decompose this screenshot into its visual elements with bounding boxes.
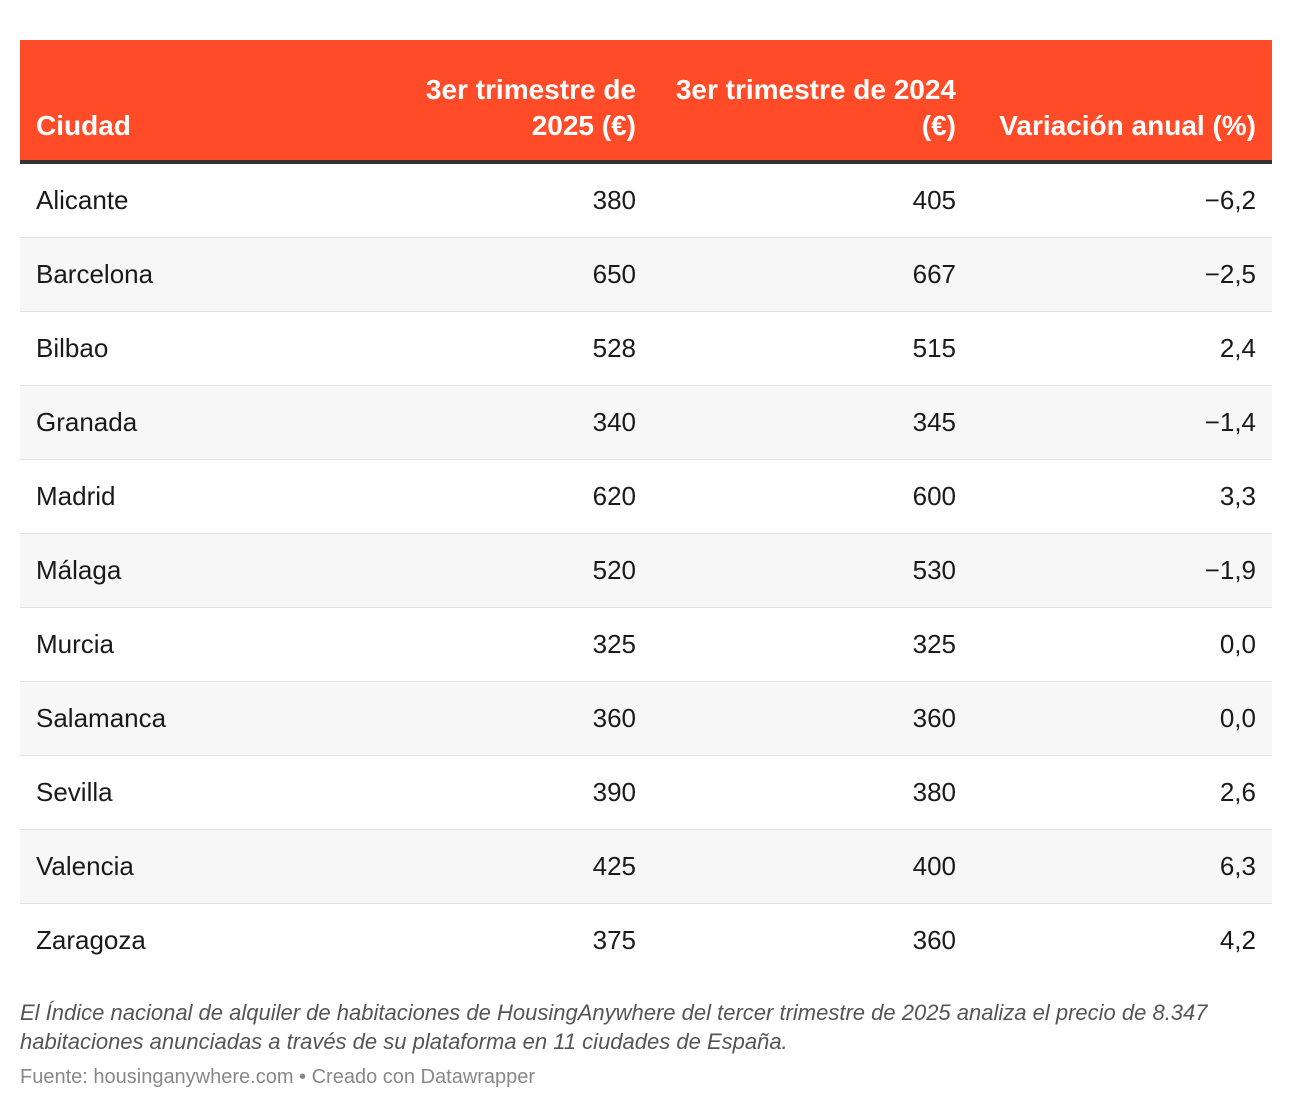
value-cell: 360 [912,925,956,955]
value-cell: 2,4 [972,311,1272,386]
value-cell: 375 [592,925,636,955]
value-cell: −1,4 [972,385,1272,460]
source-credit: Fuente: housinganywhere.com • Creado con… [20,1066,536,1088]
table-row: Salamanca 360 360 0,0 [20,681,1272,756]
data-table: Ciudad 3er trimestre de 2025 (€) 3er tri… [20,40,1272,977]
city-cell: Madrid [20,459,350,534]
value-cell: 425 [350,829,652,904]
value-cell: 380 [652,755,972,830]
value-cell: 2,6 [972,755,1272,830]
column-header[interactable]: Ciudad [20,40,350,164]
value-cell: 390 [350,755,652,830]
table-row: Bilbao 528 515 2,4 [20,311,1272,386]
value-cell: 620 [350,459,652,534]
value-cell: −6,2 [972,162,1272,238]
table-row: Alicante 380 405 −6,2 [20,162,1272,238]
column-header[interactable]: Variación anual (%) [972,40,1272,164]
value-cell: 0,0 [972,607,1272,682]
value-cell: 4,2 [1219,925,1256,955]
value-cell: 650 [350,237,652,312]
city-cell: Zaragoza [36,925,146,955]
value-cell: 405 [652,162,972,238]
table-row: Madrid 620 600 3,3 [20,459,1272,534]
column-header[interactable]: 3er trimestre de 2025 (€) [350,40,652,164]
table-row: Málaga 520 530 −1,9 [20,533,1272,608]
city-cell: Murcia [20,607,350,682]
value-cell: 380 [350,162,652,238]
value-cell: −1,9 [972,533,1272,608]
value-cell: 0,0 [972,681,1272,756]
city-cell: Alicante [20,162,350,238]
table-header-row: Ciudad 3er trimestre de 2025 (€) 3er tri… [20,40,1272,164]
table-notes: El Índice nacional de alquiler de habita… [20,1000,1208,1054]
value-cell: 6,3 [972,829,1272,904]
value-cell: 667 [652,237,972,312]
value-cell: 345 [652,385,972,460]
value-cell: 400 [652,829,972,904]
value-cell: 520 [350,533,652,608]
city-cell: Barcelona [20,237,350,312]
city-cell: Málaga [20,533,350,608]
value-cell: −2,5 [972,237,1272,312]
value-cell: 325 [652,607,972,682]
city-cell: Granada [20,385,350,460]
table-container: Ciudad 3er trimestre de 2025 (€) 3er tri… [20,40,1272,977]
value-cell: 530 [652,533,972,608]
table-row: Sevilla 390 380 2,6 [20,755,1272,830]
table-row: Valencia 425 400 6,3 [20,829,1272,904]
city-cell: Salamanca [20,681,350,756]
value-cell: 360 [350,681,652,756]
value-cell: 325 [350,607,652,682]
value-cell: 340 [350,385,652,460]
value-cell: 3,3 [972,459,1272,534]
table-row: Barcelona 650 667 −2,5 [20,237,1272,312]
city-cell: Valencia [20,829,350,904]
table-row: Zaragoza 375 360 4,2 [20,904,1272,978]
value-cell: 528 [350,311,652,386]
city-cell: Sevilla [20,755,350,830]
city-cell: Bilbao [20,311,350,386]
value-cell: 600 [652,459,972,534]
column-header[interactable]: 3er trimestre de 2024 (€) [652,40,972,164]
table-body: Alicante 380 405 −6,2 Barcelona 650 667 −2,5 Bil… [20,162,1272,977]
table-row: Granada 340 345 −1,4 [20,385,1272,460]
value-cell: 515 [652,311,972,386]
value-cell: 360 [652,681,972,756]
table-row: Murcia 325 325 0,0 [20,607,1272,682]
